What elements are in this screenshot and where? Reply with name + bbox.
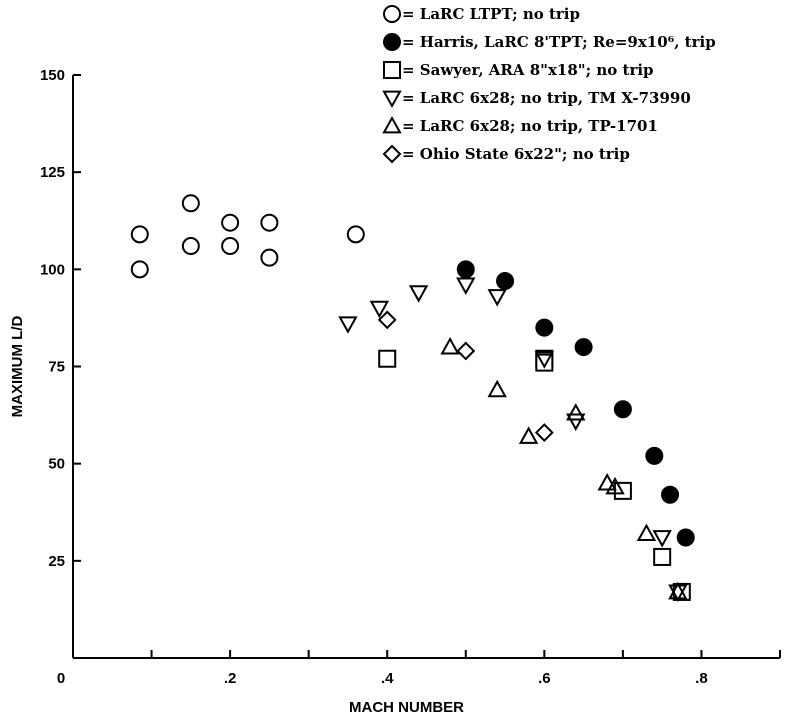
legend-label: = LaRC 6x28; no trip, TM X-73990 xyxy=(402,89,691,107)
data-point xyxy=(260,213,279,232)
y-axis-title: MAXIMUM L/D xyxy=(9,316,26,418)
data-point xyxy=(535,318,554,337)
x-tick-label: .2 xyxy=(224,670,237,687)
legend-label: = Ohio State 6x22"; no trip xyxy=(402,145,630,163)
data-point xyxy=(566,413,586,431)
series-1 xyxy=(456,260,695,547)
legend-entry: = LaRC LTPT; no trip xyxy=(383,5,580,23)
data-point xyxy=(346,225,365,244)
legend-entry: = LaRC 6x28; no trip, TM X-73990 xyxy=(382,89,691,109)
x-axis-title: MACH NUMBER xyxy=(349,699,464,715)
legend-label: = LaRC 6x28; no trip, TP-1701 xyxy=(402,117,658,135)
data-point xyxy=(130,225,149,244)
data-point xyxy=(676,528,695,547)
data-point xyxy=(456,341,476,361)
data-point xyxy=(181,237,200,256)
data-point xyxy=(636,523,657,542)
data-point xyxy=(534,423,554,442)
data-point xyxy=(221,213,240,232)
y-tick-label: 25 xyxy=(48,553,65,570)
data-point xyxy=(130,260,149,279)
y-tick-label: 75 xyxy=(48,359,65,376)
x-tick-label: 0 xyxy=(57,670,65,687)
series-3 xyxy=(338,277,688,602)
legend-entry: = Ohio State 6x22"; no trip xyxy=(382,144,630,164)
legend-entry: = Sawyer, ARA 8"x18"; no trip xyxy=(383,61,654,79)
data-point xyxy=(487,379,507,398)
data-point xyxy=(338,316,358,334)
data-point xyxy=(456,260,475,279)
legend-entry: = LaRC 6x28; no trip, TP-1701 xyxy=(382,115,658,135)
data-point xyxy=(408,285,429,303)
data-point xyxy=(534,351,555,369)
legend-label: = LaRC LTPT; no trip xyxy=(402,5,580,23)
series-0 xyxy=(130,194,365,279)
data-point xyxy=(378,349,397,368)
legend-marker xyxy=(383,33,401,51)
x-tick-label: .8 xyxy=(695,670,708,687)
data-point xyxy=(574,338,593,357)
y-tick-label: 150 xyxy=(40,67,65,84)
legend: = LaRC LTPT; no trip = Harris, LaRC 8'TPT… xyxy=(382,5,716,164)
series-2 xyxy=(378,349,691,601)
data-point xyxy=(369,300,390,319)
data-point xyxy=(661,485,680,504)
data-point xyxy=(653,547,672,566)
axis-ticks: 25 50 75 100 125 150 0 .2 .4 .6 .8 xyxy=(40,67,781,687)
series-4 xyxy=(440,337,688,600)
data-point xyxy=(668,581,688,600)
legend-marker xyxy=(382,115,402,134)
data-point xyxy=(566,403,586,421)
legend-label: = Sawyer, ARA 8"x18"; no trip xyxy=(402,61,654,79)
data-point xyxy=(597,473,617,491)
data-point xyxy=(496,271,515,290)
data-point xyxy=(181,194,200,213)
series-5 xyxy=(377,310,554,442)
legend-label: = Harris, LaRC 8'TPT; Re=9x10⁶, trip xyxy=(402,33,716,51)
data-point xyxy=(456,277,476,295)
legend-marker xyxy=(383,5,401,23)
legend-marker xyxy=(382,144,402,164)
data-point xyxy=(613,481,632,500)
data-point xyxy=(221,237,240,256)
data-point xyxy=(645,446,664,465)
data-point xyxy=(260,248,279,267)
data-point xyxy=(440,337,460,355)
x-tick-label: .4 xyxy=(381,670,394,687)
y-tick-label: 100 xyxy=(40,261,65,278)
legend-marker xyxy=(383,61,401,79)
data-point xyxy=(377,310,397,330)
y-tick-label: 50 xyxy=(48,456,65,473)
legend-entry: = Harris, LaRC 8'TPT; Re=9x10⁶, trip xyxy=(383,33,716,51)
data-point xyxy=(605,476,625,495)
data-point xyxy=(613,400,632,419)
data-point xyxy=(518,426,539,444)
data-point xyxy=(487,289,507,307)
x-tick-label: .6 xyxy=(538,670,551,687)
y-tick-label: 125 xyxy=(40,164,65,181)
data-points xyxy=(130,194,695,602)
legend-marker xyxy=(382,90,402,109)
data-point xyxy=(652,530,672,548)
